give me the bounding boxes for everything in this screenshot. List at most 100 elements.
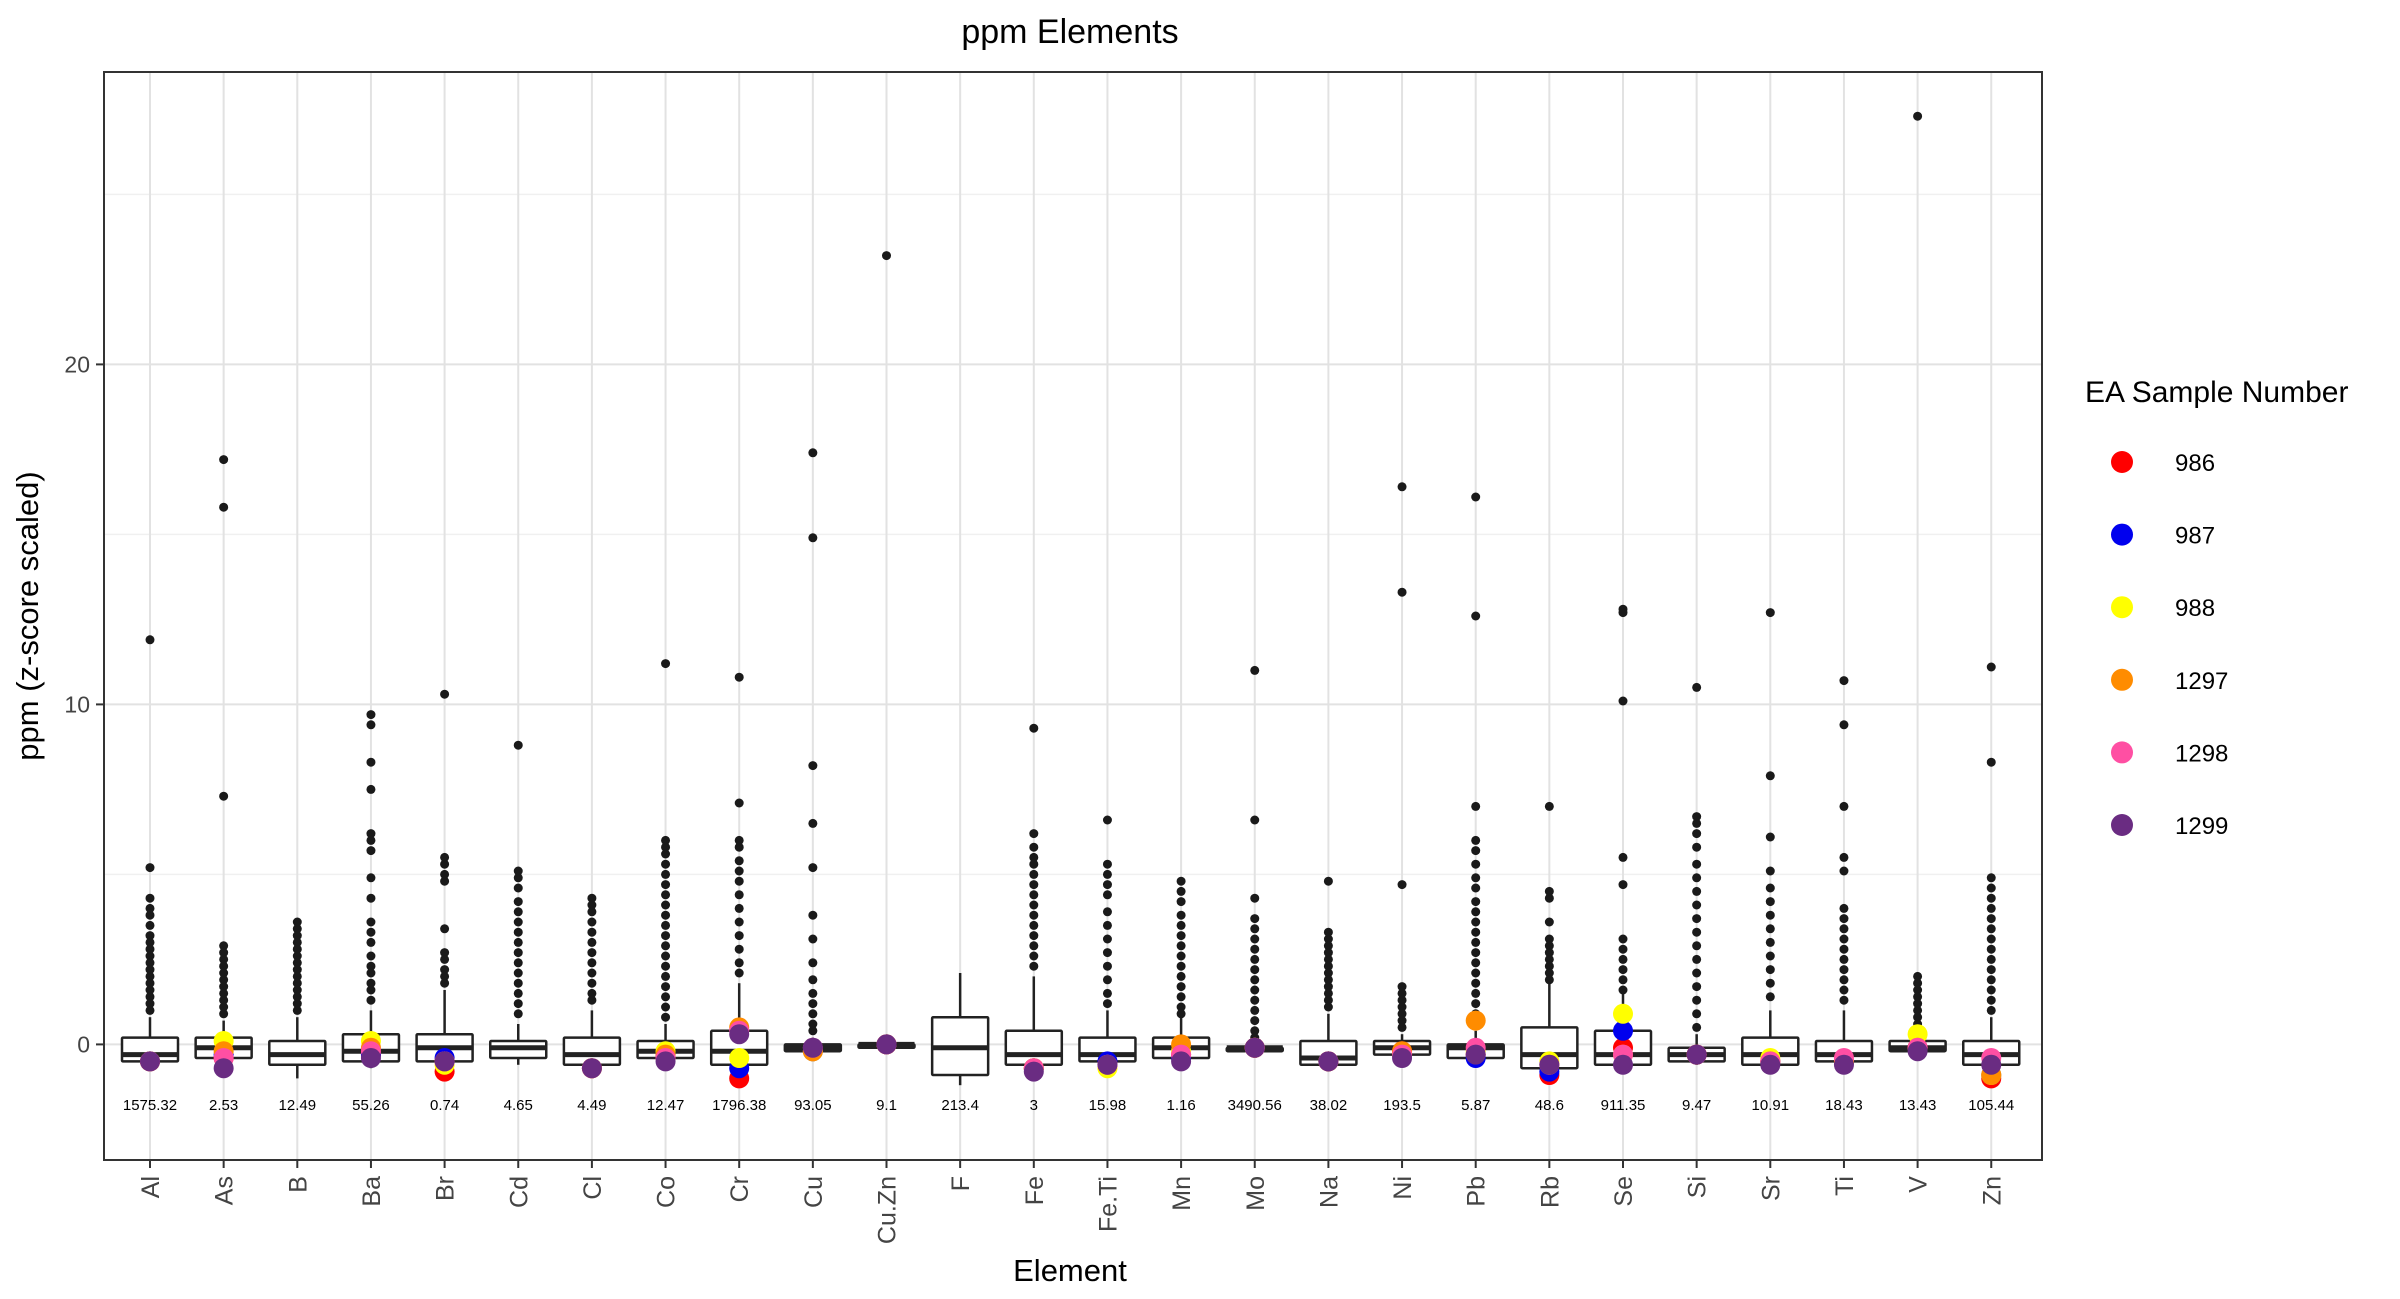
outlier-point xyxy=(1471,958,1481,968)
sample-point-1299 xyxy=(581,1058,602,1079)
sample-point-1299 xyxy=(1981,1054,2002,1075)
sample-point-1297 xyxy=(1465,1010,1486,1031)
outlier-point xyxy=(1323,975,1333,985)
sample-point-1299 xyxy=(876,1034,897,1055)
outlier-point xyxy=(1765,978,1775,988)
outlier-point xyxy=(1176,982,1186,992)
outlier-point xyxy=(1544,893,1554,903)
sample-point-1299 xyxy=(360,1048,381,1068)
legend: EA Sample Number 986 987 988 1297 1298 1299 xyxy=(2085,376,2348,840)
outlier-point xyxy=(219,982,229,992)
outlier-point xyxy=(1544,968,1554,978)
legend-key-986 xyxy=(2111,451,2133,473)
outlier-point xyxy=(1471,917,1481,927)
outlier-point xyxy=(1986,914,1996,924)
outlier-point xyxy=(1323,1002,1333,1012)
outlier-point xyxy=(1397,995,1407,1005)
outlier-point xyxy=(145,958,155,968)
outlier-point xyxy=(513,927,523,937)
outlier-point xyxy=(1986,924,1996,934)
outlier-point xyxy=(1692,900,1702,910)
outlier-point xyxy=(366,985,376,995)
outlier-point xyxy=(1839,720,1849,730)
outlier-point xyxy=(1176,910,1186,920)
annotation-label: 12.47 xyxy=(647,1097,685,1114)
outlier-point xyxy=(1102,975,1112,985)
outlier-point xyxy=(1250,815,1260,825)
outlier-point xyxy=(1986,873,1996,883)
outlier-point xyxy=(1986,1005,1996,1015)
outlier-point xyxy=(1323,941,1333,951)
outlier-point xyxy=(292,999,302,1009)
outlier-point xyxy=(1692,812,1702,822)
outlier-point xyxy=(145,931,155,941)
annotation-label: 10.91 xyxy=(1752,1097,1790,1114)
outlier-point xyxy=(440,924,450,934)
outlier-point xyxy=(587,917,597,927)
outlier-point xyxy=(1913,978,1923,988)
y-axis: 0 10 20 xyxy=(64,351,104,1057)
outlier-point xyxy=(219,1009,229,1019)
sample-point-1299 xyxy=(140,1051,160,1072)
outlier-point xyxy=(1471,801,1481,811)
outlier-point xyxy=(1839,801,1849,811)
outlier-point xyxy=(440,869,450,879)
outlier-point xyxy=(587,907,597,917)
outlier-point xyxy=(587,995,597,1005)
outlier-point xyxy=(513,988,523,998)
outlier-point xyxy=(1176,1002,1186,1012)
x-tick-label: Cl xyxy=(579,1176,607,1200)
outlier-point xyxy=(587,958,597,968)
outlier-point xyxy=(1913,1005,1923,1015)
outlier-point xyxy=(145,971,155,981)
outlier-point xyxy=(1029,941,1039,951)
outlier-point xyxy=(1765,965,1775,975)
outlier-point xyxy=(292,931,302,941)
outlier-point xyxy=(1176,931,1186,941)
outlier-point xyxy=(661,982,671,992)
outlier-point xyxy=(1544,917,1554,927)
outlier-point xyxy=(292,985,302,995)
outlier-point xyxy=(366,995,376,1005)
outlier-point xyxy=(587,948,597,958)
outlier-point xyxy=(1765,992,1775,1002)
x-tick-label: Zn xyxy=(1978,1176,2006,1205)
outlier-point xyxy=(366,873,376,883)
outlier-point xyxy=(292,924,302,934)
outlier-point xyxy=(882,251,891,261)
annotation-label: 9.1 xyxy=(876,1097,897,1114)
outlier-point xyxy=(440,689,450,699)
outlier-point xyxy=(1692,968,1702,978)
x-axis: Al As B Ba Br Cd Cl Co Cr Cu Cu.Zn F Fe Fe.Ti Mn Mo Na Ni… xyxy=(137,1160,2006,1244)
x-tick-label: Ti xyxy=(1831,1176,1859,1196)
outlier-point xyxy=(513,978,523,988)
outlier-point xyxy=(440,965,450,975)
plot-background xyxy=(104,72,2042,1160)
outlier-point xyxy=(145,635,155,645)
outlier-point xyxy=(661,890,671,900)
outlier-point xyxy=(1986,662,1996,672)
outlier-point xyxy=(1323,968,1333,978)
outlier-point xyxy=(1692,886,1702,896)
outlier-point xyxy=(661,1002,671,1012)
chart-title: ppm Elements xyxy=(961,13,1178,51)
outlier-point xyxy=(513,1009,523,1019)
outlier-point xyxy=(1250,1016,1260,1026)
sample-point-988 xyxy=(1613,1003,1633,1024)
outlier-point xyxy=(1618,608,1628,618)
outlier-point xyxy=(1692,1009,1702,1019)
outlier-point xyxy=(808,910,818,920)
outlier-point xyxy=(1176,961,1186,971)
outlier-point xyxy=(145,965,155,975)
outlier-point xyxy=(1765,937,1775,947)
outlier-point xyxy=(1986,757,1996,767)
annotation-label: 4.49 xyxy=(577,1097,606,1114)
outlier-point xyxy=(1471,883,1481,893)
outlier-point xyxy=(661,869,671,879)
outlier-point xyxy=(1471,948,1481,958)
outlier-point xyxy=(366,829,376,839)
outlier-point xyxy=(1839,852,1849,862)
outlier-point xyxy=(219,988,229,998)
outlier-point xyxy=(1618,696,1628,706)
outlier-point xyxy=(1986,944,1996,954)
